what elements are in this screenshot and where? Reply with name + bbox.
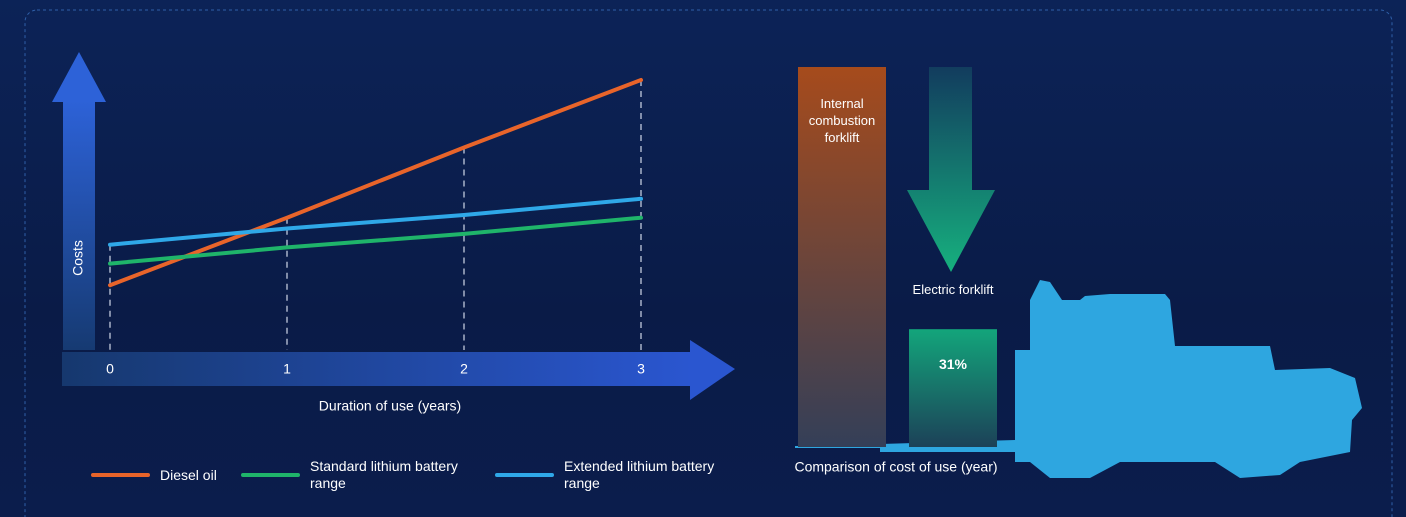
legend-label: Diesel oil bbox=[160, 467, 217, 483]
x-axis-arrow bbox=[62, 352, 692, 386]
legend-label: Standard lithium battery range bbox=[310, 458, 458, 491]
series-line bbox=[108, 196, 643, 247]
x-tick-label: 1 bbox=[283, 361, 291, 377]
x-axis-arrowhead bbox=[690, 340, 735, 400]
value-label: 31% bbox=[939, 356, 968, 372]
frame bbox=[24, 9, 1393, 517]
forklift-silhouette bbox=[880, 280, 1362, 478]
bar-axis-label: Comparison of cost of use (year) bbox=[794, 459, 997, 475]
bar bbox=[909, 329, 997, 447]
series-line bbox=[108, 78, 643, 288]
x-tick-label: 2 bbox=[460, 361, 468, 377]
x-tick-label: 0 bbox=[106, 361, 114, 377]
legend-label: Extended lithium battery range bbox=[564, 458, 715, 491]
bar-category-label: Internal combustion forklift bbox=[808, 96, 876, 145]
series-line bbox=[108, 215, 643, 266]
x-tick-label: 3 bbox=[637, 361, 645, 377]
decrease-arrow bbox=[907, 67, 995, 272]
y-axis-arrow bbox=[63, 100, 95, 350]
bar-category-label: Electric forklift bbox=[912, 282, 994, 298]
x-axis-label: Duration of use (years) bbox=[319, 398, 461, 414]
y-axis-label: Costs bbox=[70, 240, 86, 276]
y-axis-arrowhead bbox=[52, 52, 106, 102]
bar bbox=[798, 67, 886, 447]
